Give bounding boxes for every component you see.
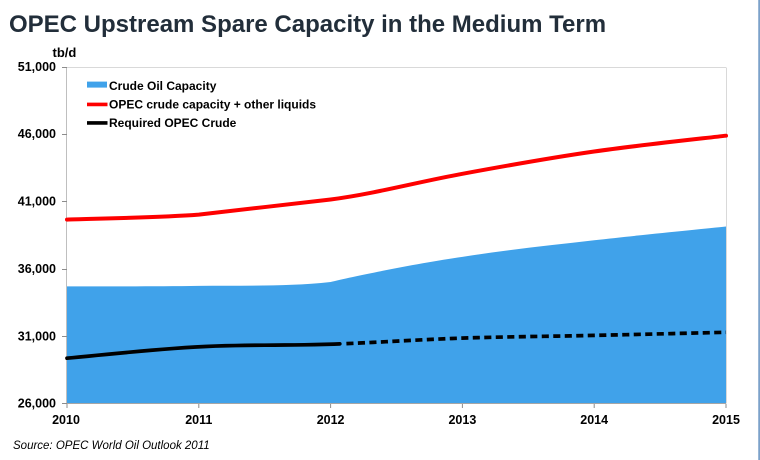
svg-text:OPEC Upstream Spare Capacity i: OPEC Upstream Spare Capacity in the Medi… — [9, 11, 606, 38]
svg-text:Crude Oil Capacity: Crude Oil Capacity — [109, 79, 217, 93]
svg-text:2015: 2015 — [712, 413, 740, 427]
svg-text:26,000: 26,000 — [18, 396, 56, 410]
svg-text:31,000: 31,000 — [18, 329, 56, 343]
svg-text:OPEC crude capacity + other li: OPEC crude capacity + other liquids — [109, 97, 316, 111]
svg-text:Source: OPEC World Oil Outlook: Source: OPEC World Oil Outlook 2011 — [13, 440, 210, 452]
svg-text:2011: 2011 — [185, 413, 212, 427]
svg-text:2014: 2014 — [580, 413, 608, 427]
svg-text:tb/d: tb/d — [53, 45, 77, 60]
svg-text:41,000: 41,000 — [18, 195, 56, 209]
svg-text:Required OPEC Crude: Required OPEC Crude — [109, 116, 237, 130]
svg-text:36,000: 36,000 — [18, 262, 56, 276]
svg-text:2013: 2013 — [448, 413, 476, 427]
svg-text:51,000: 51,000 — [18, 60, 56, 74]
svg-text:46,000: 46,000 — [18, 127, 56, 141]
svg-text:2012: 2012 — [317, 413, 345, 427]
svg-text:2010: 2010 — [52, 413, 80, 427]
